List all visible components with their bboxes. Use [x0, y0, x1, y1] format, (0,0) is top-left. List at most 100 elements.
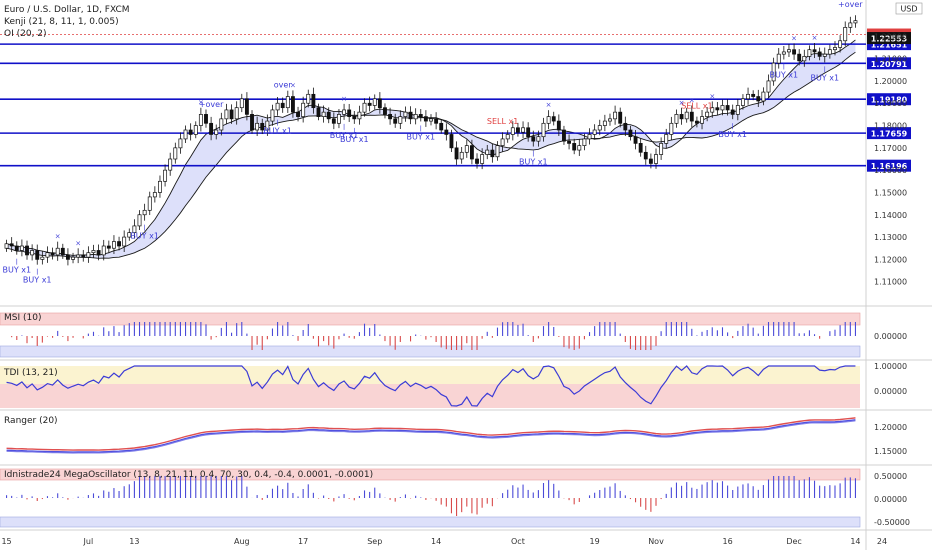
- cross-marker: ×: [75, 239, 81, 247]
- pane-axis-tick: 0.50000: [874, 472, 907, 481]
- candle-up: [848, 22, 853, 28]
- candle-up: [720, 105, 725, 111]
- candle-down: [81, 254, 86, 258]
- time-axis-tick: 17: [298, 537, 308, 546]
- price-axis-tick: 1.21000: [874, 55, 907, 64]
- price-axis-tick: 1.16000: [874, 166, 907, 175]
- pane-axis-tick: 0.00000: [874, 387, 907, 396]
- cross-marker: ×: [709, 92, 715, 100]
- price-axis-tick: 1.11000: [874, 278, 907, 287]
- candle-down: [50, 252, 55, 256]
- candle-down: [25, 245, 29, 256]
- candle-up: [163, 169, 168, 182]
- level-price-label: 1.21651: [871, 41, 908, 50]
- candle-up: [822, 53, 827, 57]
- candle-up: [173, 147, 178, 160]
- level-price-tag: [867, 127, 911, 140]
- candle-down: [9, 243, 14, 247]
- sell-signal-label: SELL x1: [487, 117, 518, 126]
- level-price-label: 1.20791: [871, 60, 908, 69]
- tdi-title: TDI (13, 21): [3, 368, 58, 378]
- candle-down: [562, 129, 566, 142]
- time-axis-tick: 14: [850, 537, 860, 546]
- candle-up: [664, 134, 669, 144]
- candle-down: [388, 114, 393, 120]
- candle-up: [265, 120, 270, 131]
- candle-down: [648, 158, 653, 164]
- currency-badge[interactable]: USD: [900, 5, 917, 14]
- candle-up: [101, 245, 106, 256]
- currency-badge-box[interactable]: [895, 2, 923, 15]
- candle-down: [423, 116, 428, 122]
- cross-marker: ×: [791, 34, 797, 42]
- tdi-upper-band: [0, 366, 860, 384]
- candle-down: [515, 127, 520, 133]
- candle-up: [853, 20, 858, 24]
- candle-up: [735, 105, 740, 115]
- candle-down: [352, 116, 357, 120]
- candle-up: [500, 138, 505, 146]
- candle-layer: [4, 15, 858, 266]
- candle-down: [628, 129, 633, 138]
- candle-up: [168, 158, 173, 171]
- candle-up: [776, 53, 781, 64]
- candle-up: [684, 111, 689, 120]
- current-price-tag: [867, 32, 911, 45]
- price-axis-tick: 1.17000: [874, 144, 907, 153]
- candle-down: [454, 147, 459, 160]
- price-axis-tick: 1.12000: [874, 255, 907, 264]
- candle-down: [469, 145, 474, 160]
- candle-down: [730, 109, 735, 115]
- price-axis-tick: 1.22000: [874, 32, 907, 41]
- mega-lower-band: [0, 516, 861, 528]
- candle-up: [827, 49, 832, 55]
- pane-axis-tick: 1.20000: [874, 423, 907, 432]
- candle-up: [771, 62, 776, 82]
- candle-up: [597, 125, 602, 131]
- candle-up: [659, 143, 664, 155]
- candle-down: [490, 149, 495, 158]
- time-axis-tick: 16: [723, 537, 733, 546]
- candle-up: [214, 129, 219, 135]
- candle-up: [147, 196, 152, 211]
- candle-down: [689, 111, 694, 122]
- candle-up: [285, 96, 290, 109]
- candle-down: [572, 143, 577, 151]
- candle-down: [531, 136, 536, 142]
- candle-down: [725, 105, 730, 111]
- buy-signal-label: BUY x1: [263, 127, 292, 136]
- candle-down: [290, 96, 295, 113]
- time-axis-tick: Nov: [648, 537, 664, 546]
- level-line-layer: 1.21651 1.20791 1.19180 1.17659 1.16196 1.220…: [0, 28, 911, 172]
- pane-axis-tick: -0.50000: [874, 518, 910, 527]
- candle-up: [55, 247, 60, 256]
- candle-up: [807, 49, 812, 57]
- candle-up: [592, 129, 597, 135]
- cross-marker: ×: [546, 101, 552, 109]
- candle-down: [367, 102, 372, 106]
- price-axis-tick: 1.15000: [874, 188, 907, 197]
- candle-down: [439, 122, 444, 131]
- cross-marker: ×: [689, 96, 695, 104]
- level-price-tag: [867, 93, 911, 106]
- candle-up: [372, 98, 377, 106]
- candle-up: [398, 116, 403, 124]
- candle-down: [260, 122, 265, 131]
- time-axis-tick: Jul: [83, 537, 94, 546]
- tdi-line: [6, 365, 856, 407]
- indicator-label-kenji: Kenji (21, 8, 11, 1, 0.005): [4, 17, 119, 27]
- cross-marker: ×: [290, 81, 296, 89]
- candle-down: [418, 114, 423, 117]
- candle-down: [296, 111, 300, 117]
- time-axis-tick: Dec: [786, 537, 801, 546]
- axis-layer: 1.11000 1.12000 1.13000 1.14000 1.15000 1.160…: [1, 32, 910, 546]
- candle-up: [669, 122, 674, 135]
- candle-up: [710, 107, 715, 113]
- candle-down: [623, 122, 628, 131]
- candle-up: [183, 129, 188, 140]
- candle-down: [117, 241, 121, 247]
- candle-up: [705, 111, 710, 117]
